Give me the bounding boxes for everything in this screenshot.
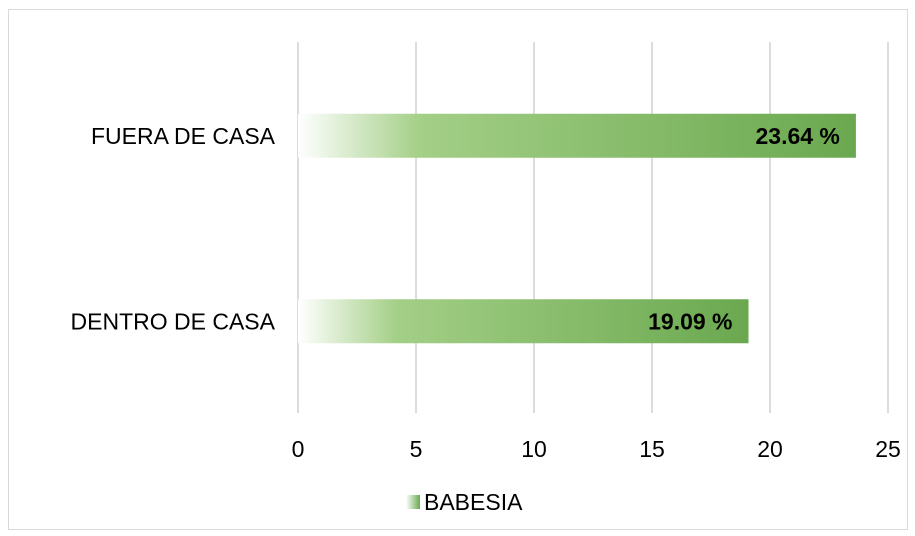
bars: 23.64 % 19.09 % — [298, 113, 856, 344]
legend-swatch-babesia — [406, 495, 420, 509]
category-label-dentro-de-casa: DENTRO DE CASA — [71, 308, 276, 334]
legend-label-babesia: BABESIA — [424, 489, 523, 515]
x-tick-label-10: 10 — [521, 436, 547, 462]
legend: BABESIA — [406, 489, 523, 515]
bar-fuera-de-casa — [298, 113, 856, 158]
gridlines — [297, 42, 889, 413]
bar-dentro-de-casa — [298, 299, 749, 344]
x-tick-label-20: 20 — [757, 436, 783, 462]
data-label-fuera-de-casa: 23.64 % — [755, 123, 839, 149]
chart-frame — [8, 9, 908, 530]
x-tick-label-5: 5 — [410, 436, 423, 462]
x-tick-label-0: 0 — [292, 436, 305, 462]
x-tick-label-25: 25 — [875, 436, 901, 462]
category-labels: FUERA DE CASA DENTRO DE CASA — [71, 123, 276, 335]
data-label-dentro-de-casa: 19.09 % — [648, 308, 732, 334]
x-tick-label-15: 15 — [639, 436, 665, 462]
category-label-fuera-de-casa: FUERA DE CASA — [91, 123, 276, 149]
x-axis-tick-labels: 0 5 10 15 20 25 — [292, 436, 901, 462]
